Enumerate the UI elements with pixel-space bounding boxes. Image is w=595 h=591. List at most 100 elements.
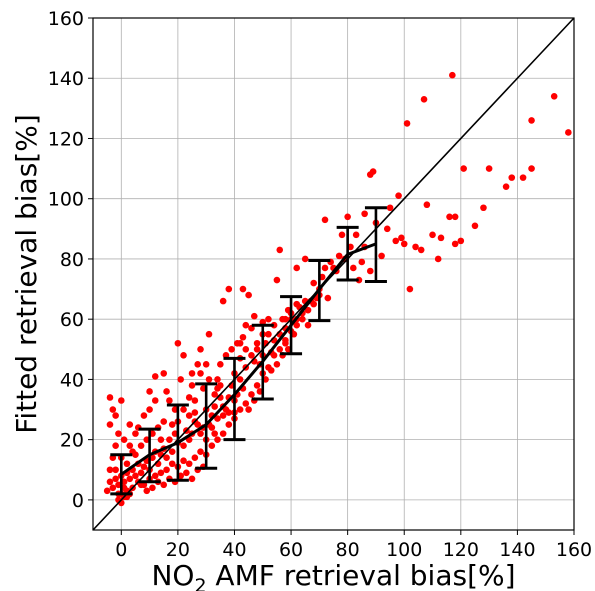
- data-point: [185, 412, 193, 419]
- data-point: [188, 370, 196, 377]
- data-point: [188, 475, 196, 483]
- data-point: [383, 225, 391, 233]
- data-point: [112, 466, 119, 474]
- data-point: [168, 448, 176, 455]
- data-point: [112, 475, 119, 483]
- x-axis-label: NO2 AMF retrieval bias[%]: [151, 559, 515, 591]
- data-point: [217, 361, 224, 368]
- data-point: [352, 231, 360, 239]
- data-point: [350, 264, 357, 272]
- data-point: [321, 216, 329, 224]
- data-point: [197, 345, 204, 353]
- data-point: [403, 120, 411, 127]
- data-point: [219, 412, 227, 419]
- data-point: [270, 321, 278, 329]
- data-point: [208, 442, 216, 449]
- data-point: [236, 376, 244, 383]
- x-tick-label: 0: [115, 539, 127, 561]
- y-tick-label: 100: [48, 189, 84, 211]
- data-point: [253, 345, 261, 353]
- data-point: [160, 481, 168, 489]
- data-point: [565, 129, 572, 136]
- data-point: [180, 457, 187, 465]
- data-point: [245, 406, 252, 413]
- data-point: [146, 388, 153, 395]
- data-point: [253, 382, 261, 389]
- data-point: [191, 409, 199, 416]
- data-point: [310, 300, 317, 308]
- data-point: [163, 388, 170, 395]
- data-point: [550, 93, 558, 100]
- data-point: [143, 487, 151, 495]
- data-point: [395, 192, 402, 199]
- data-point: [519, 174, 527, 181]
- x-tick-label: 100: [386, 539, 422, 561]
- data-point: [103, 487, 111, 495]
- data-point: [211, 391, 218, 398]
- data-point: [106, 394, 114, 401]
- data-points: [103, 71, 572, 507]
- data-point: [225, 409, 233, 416]
- data-point: [109, 406, 117, 413]
- data-point: [273, 276, 281, 284]
- data-point: [188, 382, 196, 389]
- data-point: [245, 291, 252, 299]
- data-point: [392, 237, 400, 245]
- data-point: [160, 418, 168, 425]
- data-point: [163, 454, 170, 462]
- data-point: [202, 361, 210, 368]
- data-point: [276, 246, 284, 254]
- data-point: [304, 306, 312, 314]
- data-point: [225, 421, 233, 428]
- data-point: [293, 321, 301, 329]
- data-point: [460, 165, 467, 172]
- data-point: [123, 460, 131, 468]
- data-point: [420, 96, 428, 103]
- data-point: [214, 436, 221, 443]
- data-point: [485, 165, 493, 172]
- data-point: [217, 382, 224, 389]
- data-point: [151, 397, 159, 404]
- data-point: [117, 397, 125, 404]
- data-point: [126, 421, 134, 428]
- data-point: [265, 315, 272, 323]
- data-point: [132, 472, 139, 480]
- data-point: [168, 460, 176, 468]
- data-point: [451, 240, 459, 248]
- data-point: [157, 436, 165, 443]
- data-point: [132, 430, 139, 437]
- data-point: [361, 210, 368, 218]
- data-point: [219, 430, 227, 437]
- data-point: [282, 336, 289, 344]
- data-point: [115, 430, 122, 437]
- data-point: [429, 231, 436, 239]
- data-point: [180, 442, 187, 449]
- data-point: [400, 240, 408, 248]
- y-tick-label: 40: [60, 369, 84, 391]
- data-point: [508, 174, 516, 181]
- data-point: [446, 213, 453, 221]
- x-tick-label: 20: [166, 539, 190, 561]
- data-point: [106, 466, 114, 474]
- data-point: [106, 478, 114, 486]
- data-point: [528, 117, 535, 124]
- data-point: [378, 252, 385, 260]
- data-point: [211, 430, 218, 437]
- data-point: [180, 406, 187, 413]
- data-point: [146, 406, 153, 413]
- data-point: [239, 285, 247, 293]
- data-point: [310, 279, 317, 287]
- data-point: [205, 330, 213, 338]
- data-point: [219, 297, 227, 305]
- data-point: [265, 330, 272, 338]
- data-point: [228, 345, 235, 353]
- data-point: [112, 412, 119, 419]
- x-axis-label-main: NO: [151, 559, 194, 591]
- data-point: [168, 421, 176, 428]
- y-tick-label: 160: [48, 8, 84, 30]
- data-point: [180, 352, 187, 359]
- data-point: [321, 264, 329, 272]
- data-point: [528, 165, 535, 172]
- data-point: [293, 300, 301, 308]
